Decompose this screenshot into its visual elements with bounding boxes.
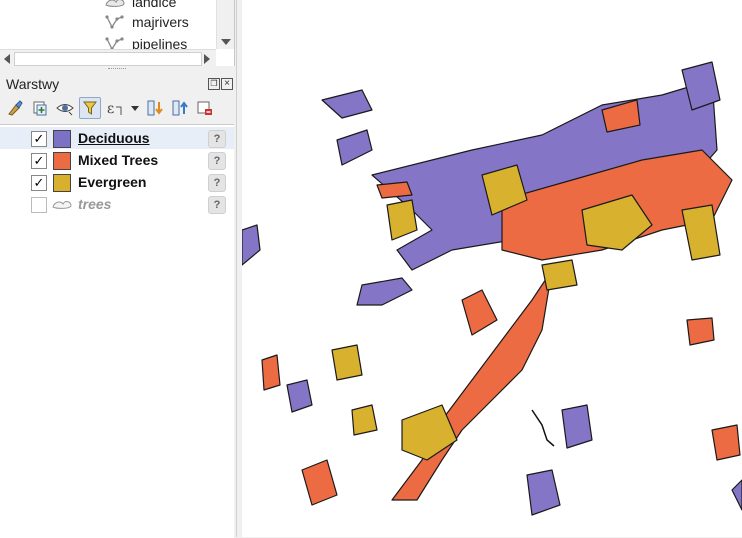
deciduous-polygon bbox=[286, 379, 313, 413]
filter-expression-icon[interactable]: ε bbox=[104, 97, 126, 119]
river-line bbox=[531, 409, 555, 447]
deciduous-polygon bbox=[731, 479, 742, 511]
forest-polygons-map bbox=[242, 61, 742, 516]
splitter-handle[interactable] bbox=[108, 68, 126, 73]
layer-row-deciduous[interactable]: ✓ Deciduous ? bbox=[0, 127, 234, 149]
mixed-trees-polygon bbox=[261, 354, 281, 391]
evergreen-polygon bbox=[541, 259, 578, 291]
expand-all-icon[interactable] bbox=[144, 97, 166, 119]
evergreen-polygon bbox=[386, 199, 418, 241]
dropdown-arrow-icon[interactable] bbox=[129, 97, 141, 119]
layer-visibility-checkbox[interactable]: ✓ bbox=[31, 175, 47, 191]
browser-item-majrivers[interactable]: majrivers bbox=[104, 12, 189, 32]
deciduous-polygon bbox=[681, 61, 721, 111]
layer-row-evergreen[interactable]: ✓ Evergreen ? bbox=[0, 171, 234, 193]
deciduous-polygon bbox=[561, 404, 593, 449]
layer-visibility-checkbox[interactable] bbox=[31, 197, 47, 213]
layer-tree: ✓ Deciduous ? ✓ Mixed Trees ? ✓ Evergree… bbox=[0, 124, 234, 538]
polygon-layer-icon bbox=[52, 201, 72, 209]
dock-splitter[interactable] bbox=[236, 0, 243, 537]
mixed-trees-polygon bbox=[711, 424, 741, 461]
layer-row-mixed-trees[interactable]: ✓ Mixed Trees ? bbox=[0, 149, 234, 171]
float-panel-icon[interactable]: ❐ bbox=[208, 78, 220, 90]
evergreen-polygon bbox=[351, 404, 378, 436]
deciduous-polygon bbox=[336, 129, 373, 166]
scroll-down-arrow-icon[interactable] bbox=[221, 39, 231, 45]
deciduous-polygon bbox=[321, 89, 373, 119]
line-layer-icon bbox=[105, 37, 124, 51]
scrollbar-thumb[interactable] bbox=[14, 52, 202, 66]
help-icon[interactable]: ? bbox=[208, 130, 226, 148]
help-icon[interactable]: ? bbox=[208, 174, 226, 192]
line-layer-icon bbox=[105, 15, 124, 29]
add-group-icon[interactable] bbox=[29, 97, 51, 119]
layer-name: Mixed Trees bbox=[78, 152, 159, 168]
svg-text:ε: ε bbox=[107, 101, 114, 117]
evergreen-polygon bbox=[331, 344, 363, 381]
browser-item-label: landice bbox=[132, 0, 177, 10]
mixed-trees-polygon bbox=[461, 289, 498, 336]
layers-toolbar: ε bbox=[4, 96, 219, 120]
layer-visibility-checkbox[interactable]: ✓ bbox=[31, 131, 47, 147]
evergreen-polygon bbox=[401, 404, 458, 461]
manage-visibility-icon[interactable] bbox=[54, 97, 76, 119]
help-icon[interactable]: ? bbox=[208, 196, 226, 214]
browser-item-pipelines[interactable]: pipelines bbox=[104, 34, 187, 54]
layers-panel-title: Warstwy bbox=[6, 76, 60, 92]
layer-name: Deciduous bbox=[78, 130, 150, 146]
left-dock-panel: landice majrivers pipelines Warstwy ❐ × bbox=[0, 0, 236, 538]
browser-item-landice[interactable]: landice bbox=[104, 0, 176, 12]
close-panel-icon[interactable]: × bbox=[221, 78, 233, 90]
layer-visibility-checkbox[interactable]: ✓ bbox=[31, 153, 47, 169]
deciduous-polygon bbox=[356, 277, 413, 306]
mixed-trees-polygon bbox=[601, 99, 641, 133]
evergreen-polygon bbox=[681, 204, 721, 261]
evergreen-polygon bbox=[481, 164, 528, 216]
deciduous-polygon bbox=[526, 469, 561, 516]
map-canvas[interactable] bbox=[242, 0, 742, 537]
layer-color-swatch bbox=[53, 174, 71, 192]
scroll-left-arrow-icon[interactable] bbox=[4, 54, 10, 64]
style-manager-icon[interactable] bbox=[4, 97, 26, 119]
browser-horizontal-scrollbar[interactable] bbox=[0, 49, 216, 66]
browser-vertical-scrollbar[interactable] bbox=[216, 0, 234, 49]
layer-color-swatch bbox=[53, 152, 71, 170]
mixed-trees-polygon bbox=[376, 181, 413, 199]
layer-color-swatch bbox=[53, 130, 71, 148]
browser-item-label: majrivers bbox=[132, 14, 189, 30]
scroll-right-arrow-icon[interactable] bbox=[204, 54, 210, 64]
mixed-trees-polygon bbox=[686, 317, 715, 346]
filter-legend-icon[interactable] bbox=[79, 97, 101, 119]
help-icon[interactable]: ? bbox=[208, 152, 226, 170]
collapse-all-icon[interactable] bbox=[169, 97, 191, 119]
layer-name: trees bbox=[78, 196, 112, 212]
browser-tree-panel: landice majrivers pipelines bbox=[0, 0, 235, 66]
mixed-trees-polygon bbox=[301, 459, 338, 506]
layer-name: Evergreen bbox=[78, 174, 147, 190]
layer-row-trees[interactable]: trees ? bbox=[0, 193, 234, 215]
deciduous-polygon bbox=[242, 224, 261, 266]
remove-layer-icon[interactable] bbox=[194, 97, 216, 119]
polygon-layer-icon bbox=[105, 0, 125, 7]
browser-item-label: pipelines bbox=[132, 36, 188, 52]
evergreen-polygon bbox=[581, 194, 653, 251]
